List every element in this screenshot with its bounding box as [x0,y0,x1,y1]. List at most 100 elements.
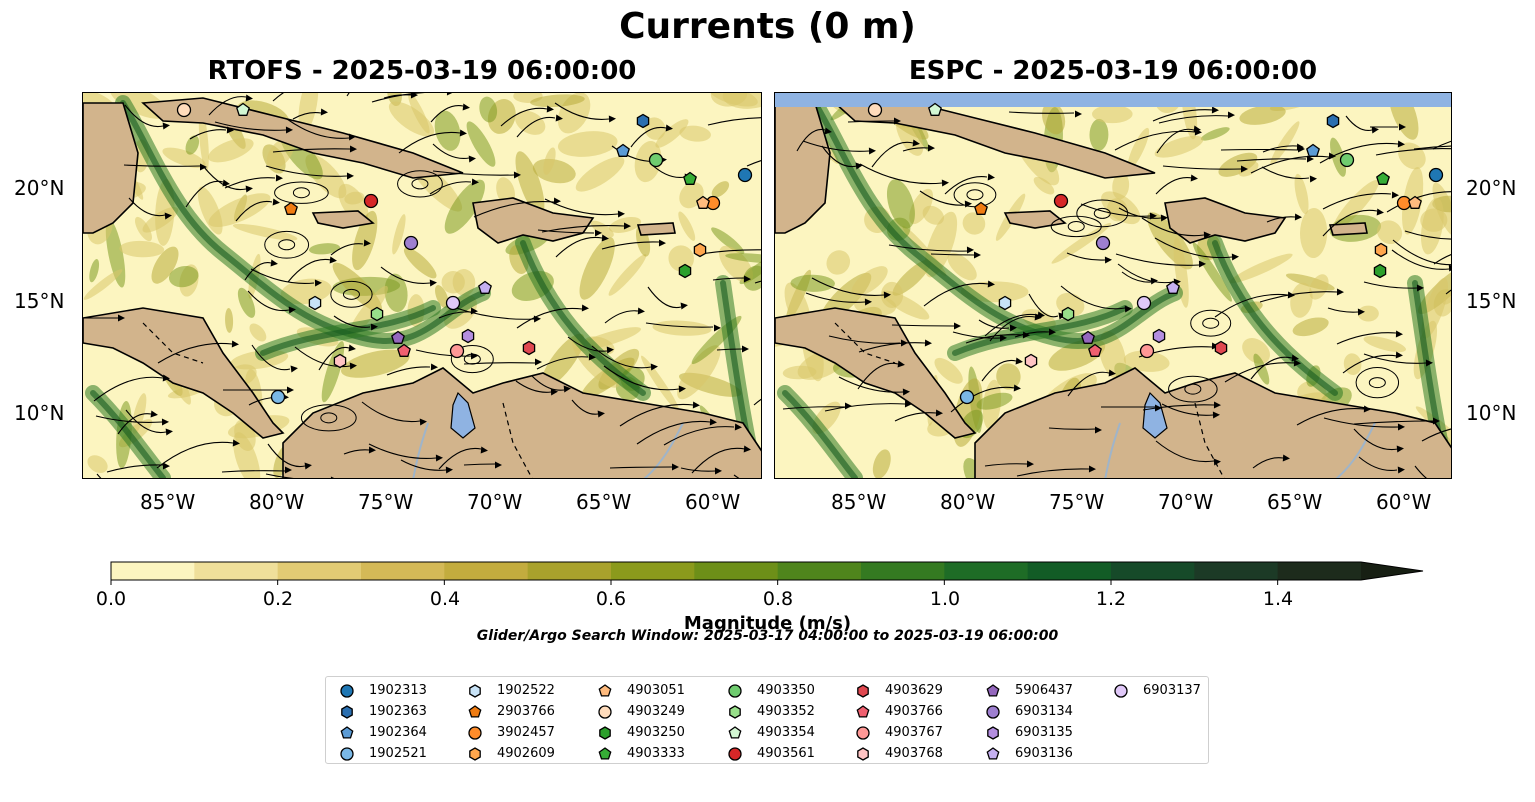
hexagon-marker-icon [469,746,481,761]
colorbar-segment [277,562,362,580]
float-marker-1902521[interactable] [270,389,286,405]
colorbar-segment [944,562,1029,580]
land-jamaica [1003,210,1067,229]
float-marker-4903051[interactable] [1408,195,1422,209]
float-marker-6903134[interactable] [403,235,419,251]
legend-marker-1902364 [340,725,354,739]
legend-marker-3902457 [468,725,482,740]
float-marker-6903136[interactable] [478,280,492,294]
colorbar-segment [444,562,529,580]
float-marker-1902521[interactable] [959,389,975,405]
float-marker-3902457[interactable] [1396,195,1412,211]
rtofs-current-field [83,93,761,478]
float-marker-4903767[interactable] [449,343,465,359]
legend-item-4903561: 4903561 [726,743,815,764]
float-marker-4903249[interactable] [867,102,883,118]
float-marker-4903561[interactable] [1053,193,1069,209]
legend-label: 4903051 [627,683,685,698]
colorbar-tick: 0.4 [429,588,461,610]
float-marker-5906437[interactable] [391,330,405,344]
float-marker-1902522[interactable] [308,295,322,311]
float-marker-4903768[interactable] [333,353,347,369]
espc-map-panel[interactable] [774,92,1452,479]
float-marker-1902363[interactable] [1326,113,1340,129]
colorbar-segment [777,562,862,580]
float-marker-4903352[interactable] [1061,306,1075,322]
float-marker-2903766[interactable] [974,201,988,215]
lon-tick-85w-right: 85°W [831,490,887,514]
float-marker-1902313[interactable] [737,167,753,183]
float-marker-1902364[interactable] [616,143,630,157]
float-marker-4903766[interactable] [397,343,411,357]
colorbar-segment [1027,562,1112,580]
legend-label: 4903249 [627,704,685,719]
circle-marker-icon [468,725,482,740]
legend-label: 4903352 [757,704,815,719]
float-marker-1902313[interactable] [1428,167,1444,183]
float-marker-6903137[interactable] [445,295,461,311]
float-marker-4903768[interactable] [1024,353,1038,369]
legend-item-4903629: 4903629 [854,680,943,701]
float-marker-6903136[interactable] [1166,280,1180,294]
float-marker-4903766[interactable] [1088,343,1102,357]
float-marker-4902609[interactable] [1374,242,1388,258]
float-marker-4903629[interactable] [1214,340,1228,356]
rtofs-map-panel[interactable] [82,92,762,479]
float-marker-2903766[interactable] [284,201,298,215]
streamlines [83,93,761,478]
float-marker-1902363[interactable] [636,113,650,129]
colorbar-segment [1277,562,1362,580]
hexagon-marker-icon [857,746,869,761]
float-marker-1902364[interactable] [1306,143,1320,157]
border-line [834,322,896,364]
circle-marker-icon [340,746,354,761]
circle-marker-icon [728,683,742,698]
float-marker-1902522[interactable] [998,295,1012,311]
float-marker-4903629[interactable] [522,340,536,356]
legend-label: 1902313 [369,683,427,698]
float-marker-4903354[interactable] [236,102,250,116]
float-marker-6903135[interactable] [1152,328,1166,344]
legend-label: 6903134 [1015,704,1073,719]
colorbar-segment [194,562,279,580]
colorbar-segment [527,562,612,580]
float-marker-4903249[interactable] [176,102,192,118]
legend-label: 2903766 [497,704,555,719]
float-marker-4903352[interactable] [370,306,384,322]
legend-marker-6903136 [986,746,1000,760]
float-marker-5906437[interactable] [1081,330,1095,344]
hexagon-marker-icon [987,725,999,740]
legend-label: 4903561 [757,746,815,761]
legend-item-1902522: 1902522 [466,680,555,701]
float-marker-4903250[interactable] [678,263,692,279]
legend-item-6903135: 6903135 [984,722,1073,743]
float-marker-4902609[interactable] [693,242,707,258]
no-data-band [775,93,1451,107]
legend-marker-2903766 [468,704,482,718]
float-marker-4903350[interactable] [1339,152,1355,168]
legend-marker-5906437 [986,683,1000,697]
river [643,422,684,478]
float-marker-4903333[interactable] [1376,171,1390,185]
legend-marker-1902313 [340,683,354,698]
legend-marker-4903333 [598,746,612,760]
river [412,422,429,478]
colorbar-tick: 0.6 [595,588,627,610]
float-marker-4903767[interactable] [1139,343,1155,359]
float-marker-4903051[interactable] [696,195,710,209]
float-markers [176,102,753,405]
float-marker-6903135[interactable] [461,328,475,344]
legend-item-4903051: 4903051 [596,680,685,701]
float-marker-4903350[interactable] [648,152,664,168]
float-marker-4903561[interactable] [363,193,379,209]
float-marker-6903137[interactable] [1136,295,1152,311]
float-marker-6903134[interactable] [1095,235,1111,251]
figure-title: Currents (0 m) [619,6,916,47]
float-marker-4903354[interactable] [928,102,942,116]
lat-tick-15n-right: 15°N [1466,289,1517,313]
land-yucatan [775,102,831,234]
float-marker-4903250[interactable] [1373,263,1387,279]
land-yucatan [83,102,139,234]
legend-label: 1902363 [369,704,427,719]
float-marker-4903333[interactable] [683,171,697,185]
